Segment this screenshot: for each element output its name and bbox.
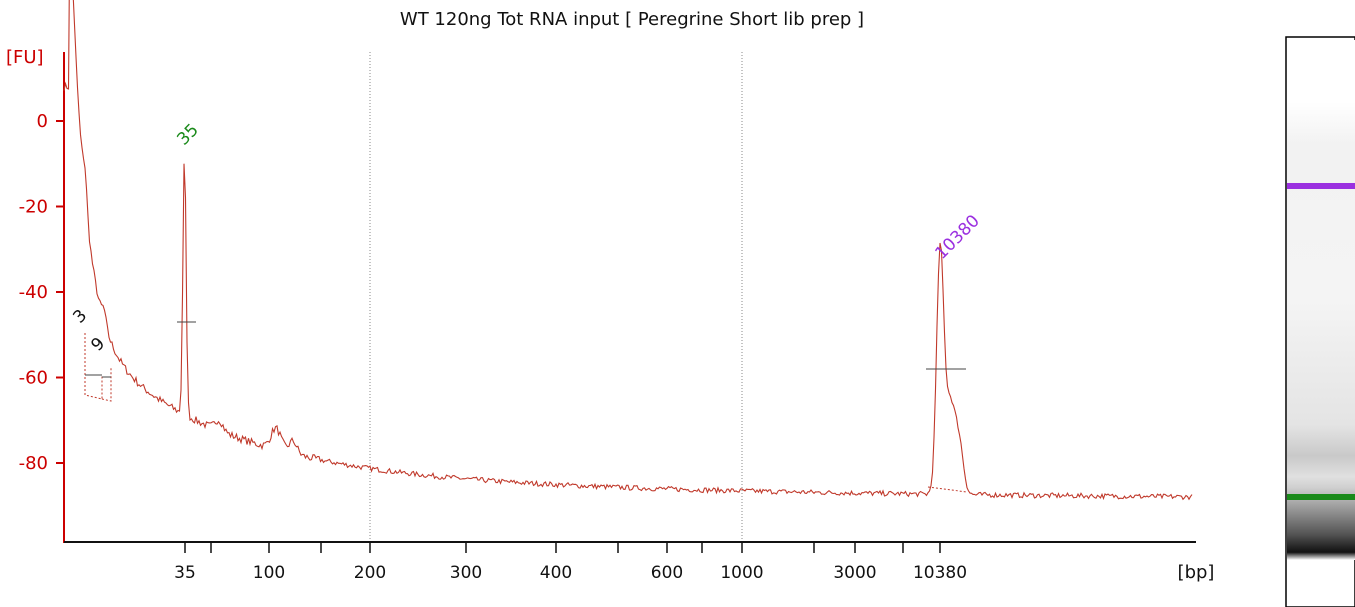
y-tick-label: 0	[37, 111, 48, 132]
x-tick-label-35: 35	[174, 563, 196, 583]
y-tick-label: -20	[19, 197, 48, 218]
x-tick-label-400: 400	[540, 563, 572, 583]
chart-title: WT 120ng Tot RNA input [ Peregrine Short…	[400, 9, 864, 30]
x-tick-label-600: 600	[651, 563, 683, 583]
peak-9-baseline	[101, 368, 112, 402]
x-tick-label-1000: 1000	[720, 563, 763, 583]
x-tick-label-10380: 10380	[913, 563, 967, 583]
x-tick-label-100: 100	[253, 563, 285, 583]
x-ticks: 35 100 200 300 400 600 1000 3000 10380	[174, 542, 967, 583]
gel-band-upper-marker	[1287, 183, 1355, 189]
gel-lane-background	[1287, 40, 1355, 560]
peak-width-markers	[85, 321, 966, 378]
x-tick-label-300: 300	[450, 563, 482, 583]
peak-label-35: 35	[173, 120, 202, 149]
peak-10380-baseline	[927, 486, 968, 493]
x-axis-label: [bp]	[1178, 562, 1215, 583]
y-tick-label: -40	[19, 282, 48, 303]
electropherogram-trace	[63, 0, 1193, 501]
y-axis-label: [FU]	[6, 47, 44, 68]
gel-band-lower-marker	[1287, 494, 1355, 500]
x-tick-label-3000: 3000	[833, 563, 876, 583]
y-tick-label: -60	[19, 368, 48, 389]
peak-label-9: 9	[87, 334, 109, 356]
peak-label-3: 3	[69, 306, 91, 328]
x-tick-label-200: 200	[354, 563, 386, 583]
peak-baselines	[84, 333, 968, 493]
gel-lane	[1285, 36, 1355, 607]
y-ticks: 0 -20 -40 -60 -80	[19, 111, 64, 474]
y-tick-label: -80	[19, 453, 48, 474]
peak-label-10380: 10380	[931, 211, 983, 263]
